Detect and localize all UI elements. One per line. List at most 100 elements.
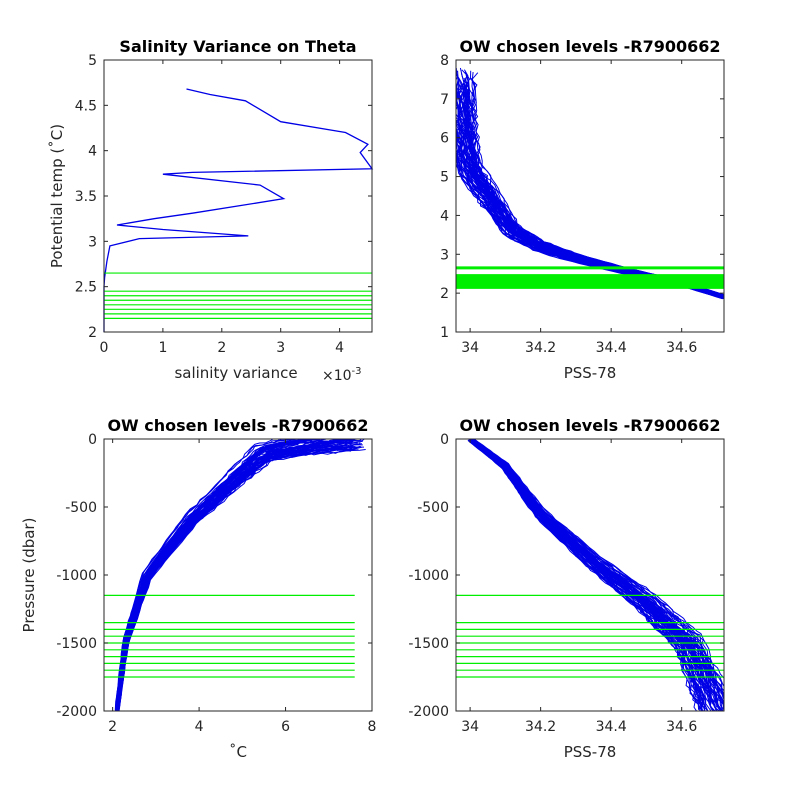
- profile-line: [471, 439, 724, 697]
- x-tick-label: 3: [276, 340, 285, 356]
- profile-line: [469, 439, 717, 711]
- profile-line: [467, 440, 701, 711]
- y-tick-label: -500: [65, 500, 97, 516]
- profile-line: [471, 440, 724, 701]
- profile-line: [468, 439, 712, 711]
- x-axis-label: PSS-78: [564, 364, 617, 382]
- profile-line: [118, 449, 366, 711]
- profile-line: [469, 439, 715, 706]
- profile-line: [469, 439, 711, 706]
- profile-line: [468, 439, 705, 711]
- x-tick-label: 34.4: [596, 340, 627, 356]
- y-tick-label: -1000: [408, 568, 449, 584]
- x-tick-label: 34.4: [596, 719, 627, 735]
- profile-line: [468, 440, 703, 711]
- y-tick-label: 3: [88, 234, 97, 250]
- profile-line: [468, 440, 704, 711]
- profile-line: [468, 439, 709, 711]
- profile-line: [468, 439, 705, 708]
- profile-line: [468, 440, 705, 711]
- y-tick-label: 0: [440, 432, 449, 448]
- y-tick-label: -1500: [56, 636, 97, 652]
- y-tick-label: -1000: [56, 568, 97, 584]
- x-tick-label: 34: [461, 719, 479, 735]
- y-tick-label: 2: [440, 286, 449, 302]
- axes-box: [455, 59, 725, 333]
- profile-line: [469, 439, 715, 706]
- y-tick-label: 4: [440, 208, 449, 224]
- x-tick-label: 1: [158, 340, 167, 356]
- profile-line: [470, 439, 721, 711]
- x-axis-label: salinity variance: [174, 364, 297, 382]
- profile-line: [470, 439, 724, 711]
- profile-line: [470, 440, 718, 711]
- x-axis-label: PSS-78: [564, 743, 617, 761]
- profile-line: [469, 439, 714, 711]
- y-tick-label: 2: [88, 325, 97, 341]
- x-tick-label: 8: [368, 719, 377, 735]
- y-axis-label: Potential temp (˚C): [48, 124, 66, 268]
- y-tick-label: 3.5: [75, 189, 97, 205]
- profile-line: [471, 439, 723, 711]
- x-tick-label: 34.2: [525, 340, 556, 356]
- x-axis-label: ˚C: [229, 743, 247, 761]
- profile-line: [468, 440, 703, 711]
- panel-temperature-pressure: OW chosen levels -R7900662 2 4 6 8 -2000 -150…: [20, 416, 376, 761]
- x-tick-label: 34.6: [666, 719, 697, 735]
- x-tick-label: 4: [335, 340, 344, 356]
- y-tick-label: 4.5: [75, 98, 97, 114]
- profile-line: [469, 439, 716, 711]
- profile-line: [470, 439, 712, 705]
- x-axis-exponent: ×10-3: [322, 366, 362, 384]
- profile-line: [467, 439, 704, 711]
- profile-line: [470, 440, 722, 711]
- profile-line: [116, 450, 352, 711]
- y-tick-label: 0: [88, 432, 97, 448]
- y-axis-label: Pressure (dbar): [20, 518, 38, 633]
- y-tick-label: -2000: [56, 704, 97, 720]
- profile-line: [467, 440, 698, 711]
- y-tick-label: -2000: [408, 704, 449, 720]
- exponent-base: ×10: [322, 368, 352, 384]
- y-tick-label: -500: [417, 500, 449, 516]
- panel-title: Salinity Variance on Theta: [119, 37, 356, 56]
- profile-line: [118, 446, 361, 711]
- y-tick-label: 7: [440, 92, 449, 108]
- y-tick-label: 5: [440, 170, 449, 186]
- profile-line: [118, 444, 363, 711]
- y-tick-label: 2.5: [75, 280, 97, 296]
- panel-title: OW chosen levels -R7900662: [459, 416, 720, 435]
- profile-line: [471, 439, 724, 711]
- x-tick-label: 2: [217, 340, 226, 356]
- profile-line: [468, 439, 706, 711]
- profile-line: [118, 446, 361, 711]
- x-tick-label: 34.6: [666, 340, 697, 356]
- panel-title: OW chosen levels -R7900662: [459, 37, 720, 56]
- exponent-power: -3: [352, 366, 362, 377]
- profile-line: [118, 439, 350, 711]
- profile-line: [470, 439, 718, 708]
- panel-salinity-variance: Salinity Variance on Theta 0 1 2 3 4 2 2.5 3 3.5…: [48, 37, 374, 384]
- profile-line: [470, 440, 717, 711]
- profile-group: [456, 67, 724, 300]
- x-tick-label: 0: [100, 340, 109, 356]
- profile-line: [473, 439, 724, 679]
- y-tick-label: 1: [440, 325, 449, 341]
- profile-line: [470, 439, 706, 699]
- y-tick-label: 5: [88, 53, 97, 69]
- profile-line: [469, 439, 718, 711]
- profile-line: [118, 446, 364, 711]
- profile-line: [470, 439, 704, 701]
- profile-line: [468, 440, 703, 711]
- profile-group: [467, 439, 724, 711]
- y-tick-label: -1500: [408, 636, 449, 652]
- x-tick-label: 4: [195, 719, 204, 735]
- x-tick-label: 34: [461, 340, 479, 356]
- y-tick-label: 4: [88, 144, 97, 160]
- profile-line: [116, 439, 329, 711]
- x-tick-label: 34.2: [525, 719, 556, 735]
- profile-line: [472, 439, 724, 697]
- y-tick-label: 3: [440, 247, 449, 263]
- y-tick-label: 6: [440, 131, 449, 147]
